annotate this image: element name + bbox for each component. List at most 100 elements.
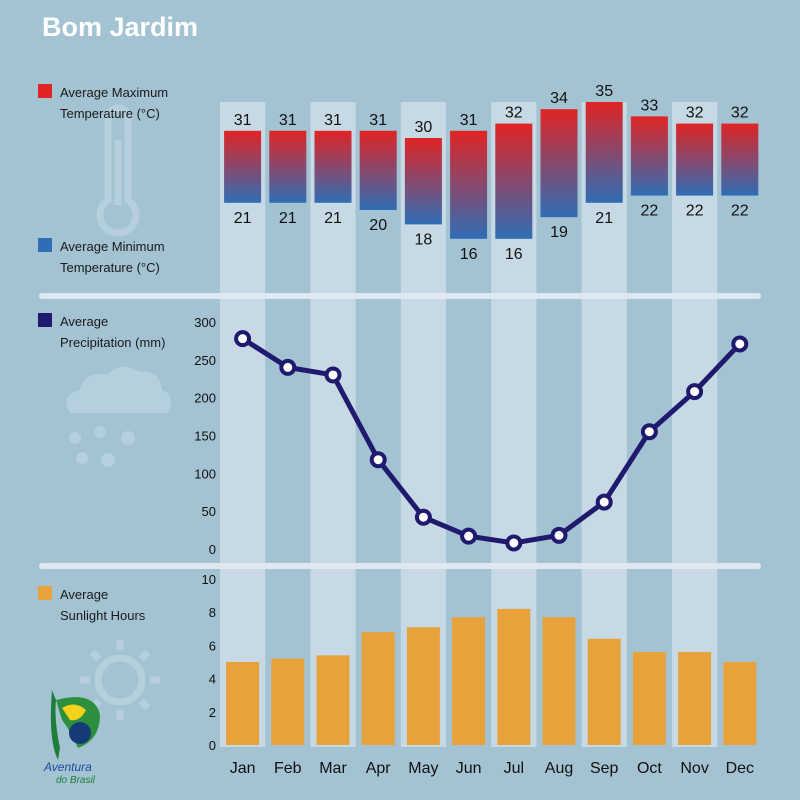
aventura-do-brasil-logo: Aventura do Brasil	[43, 690, 100, 786]
sun-tick-6: 6	[209, 638, 216, 653]
max-temp-label-oct: 33	[641, 97, 659, 114]
month-label-mar: Mar	[319, 760, 347, 777]
column-band-jan	[220, 102, 266, 747]
sunlight-bar-apr	[361, 632, 395, 745]
max-temp-label-jun: 31	[460, 112, 478, 129]
sunlight-bar-nov	[678, 652, 712, 745]
legend-precip-line2: Precipitation (mm)	[60, 335, 165, 350]
month-label-feb: Feb	[274, 760, 302, 777]
precip-point-apr	[369, 451, 387, 469]
temp-range-bar-nov	[676, 123, 714, 196]
sunlight-bar-dec	[723, 662, 757, 745]
max-temp-label-jul: 32	[505, 105, 523, 122]
sunlight-bar-aug	[542, 617, 576, 745]
legend-min-temp-line2: Temperature (°C)	[60, 260, 160, 275]
precip-point-mar	[324, 366, 342, 384]
min-temp-label-apr: 20	[369, 217, 387, 234]
sun-tick-8: 8	[209, 605, 216, 620]
max-temp-label-jan: 31	[234, 112, 252, 129]
legend-swatch-sunlight	[38, 586, 52, 600]
month-axis: Jan Feb Mar Apr May Jun Jul Aug Sep Oct Nov Dec	[230, 760, 754, 777]
min-temp-label-may: 18	[415, 231, 433, 248]
sun-tick-4: 4	[209, 672, 216, 687]
legend-precip-line1: Average	[60, 314, 108, 329]
max-temp-label-nov: 32	[686, 105, 704, 122]
precip-point-jun	[460, 527, 478, 545]
month-label-dec: Dec	[726, 760, 754, 777]
temp-range-bar-apr	[359, 130, 397, 210]
sunlight-chart: 0 2 4 6 8 10	[202, 572, 757, 753]
rain-cloud-icon	[66, 366, 171, 467]
max-temp-label-aug: 34	[550, 90, 568, 107]
min-temp-label-aug: 19	[550, 224, 568, 241]
temp-range-bar-jul	[495, 123, 533, 239]
sun-tick-2: 2	[209, 705, 216, 720]
max-temp-label-dec: 32	[731, 105, 749, 122]
min-temp-label-oct: 22	[641, 203, 659, 220]
min-temp-label-nov: 22	[686, 203, 704, 220]
month-label-jun: Jun	[456, 760, 482, 777]
month-label-jan: Jan	[230, 760, 256, 777]
precip-tick-300: 300	[194, 315, 216, 330]
precip-point-nov	[686, 383, 704, 401]
precip-point-jan	[234, 330, 252, 348]
precip-tick-100: 100	[194, 466, 216, 481]
temp-range-bar-aug	[540, 109, 578, 218]
sun-tick-10: 10	[202, 572, 216, 587]
month-label-jul: Jul	[504, 760, 524, 777]
temp-range-bar-jan	[224, 130, 262, 203]
max-temp-label-sep: 35	[595, 83, 613, 100]
logo-mark-circle	[69, 722, 91, 744]
sunlight-bar-jun	[452, 617, 486, 745]
min-temp-label-jan: 21	[234, 210, 252, 227]
min-temp-label-mar: 21	[324, 210, 342, 227]
precip-point-feb	[279, 358, 297, 376]
min-temp-label-feb: 21	[279, 210, 297, 227]
legend-max-temp: Average Maximum Temperature (°C)	[38, 84, 168, 121]
sunlight-bar-mar	[316, 655, 350, 745]
temperature-chart: 31 21 31 21 31 21 31 20 30 18 31 16 32 16 34 19 35 21 33 22…	[224, 83, 759, 263]
precip-point-jul	[505, 534, 523, 552]
temp-range-bar-jun	[450, 130, 488, 239]
precip-tick-200: 200	[194, 391, 216, 406]
legend-precipitation: Average Precipitation (mm)	[38, 313, 165, 350]
precip-point-oct	[640, 423, 658, 441]
max-temp-label-apr: 31	[369, 112, 387, 129]
sunlight-bar-sep	[587, 638, 621, 745]
precip-tick-0: 0	[209, 542, 216, 557]
min-temp-label-jun: 16	[460, 246, 478, 263]
sunlight-bar-oct	[632, 652, 666, 745]
temp-range-bar-dec	[721, 123, 759, 196]
month-label-may: May	[408, 760, 438, 777]
legend-swatch-min-temp	[38, 238, 52, 252]
precip-tick-250: 250	[194, 353, 216, 368]
thermometer-icon	[96, 104, 140, 237]
min-temp-label-jul: 16	[505, 246, 523, 263]
legend-max-temp-line2: Temperature (°C)	[60, 106, 160, 121]
min-temp-label-dec: 22	[731, 203, 749, 220]
logo-text-line1: Aventura	[43, 760, 92, 774]
temp-range-bar-feb	[269, 130, 307, 203]
logo-mark-accent	[62, 704, 86, 721]
sunlight-bar-feb	[271, 658, 305, 745]
legend-max-temp-line1: Average Maximum	[60, 85, 168, 100]
temp-range-bar-sep	[585, 102, 623, 203]
max-temp-label-mar: 31	[324, 112, 342, 129]
precip-tick-150: 150	[194, 429, 216, 444]
sunlight-bar-may	[406, 627, 440, 745]
month-label-apr: Apr	[366, 760, 392, 777]
legend-sunlight: Average Sunlight Hours	[38, 586, 146, 623]
legend-swatch-precipitation	[38, 313, 52, 327]
sunlight-bar-jan	[226, 662, 260, 745]
legend-sun-line2: Sunlight Hours	[60, 608, 146, 623]
min-temp-label-sep: 21	[595, 210, 613, 227]
legend-min-temp: Average Minimum Temperature (°C)	[38, 238, 165, 275]
precip-tick-50: 50	[202, 504, 216, 519]
logo-text-line2: do Brasil	[56, 775, 96, 786]
temp-range-bar-mar	[314, 130, 352, 203]
sun-icon	[80, 640, 160, 720]
month-label-nov: Nov	[680, 760, 708, 777]
max-temp-label-may: 30	[415, 119, 433, 136]
legend-swatch-max-temp	[38, 84, 52, 98]
